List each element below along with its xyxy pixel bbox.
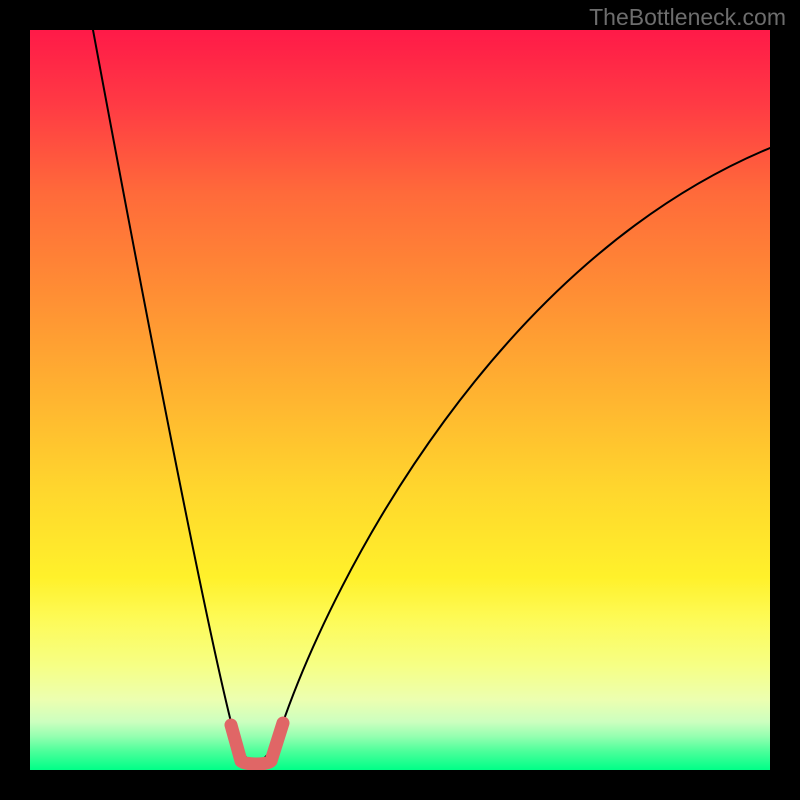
u-valley-marker (231, 723, 283, 764)
plot-area (30, 30, 770, 770)
bottleneck-curve (93, 30, 770, 762)
chart-stage: TheBottleneck.com (0, 0, 800, 800)
watermark-text: TheBottleneck.com (589, 4, 786, 31)
curve-layer (30, 30, 770, 770)
